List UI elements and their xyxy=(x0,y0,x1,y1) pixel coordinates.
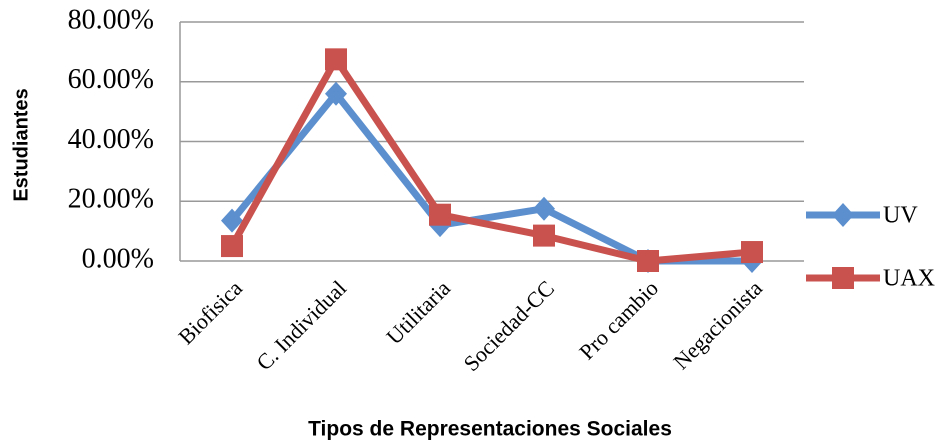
marker xyxy=(533,224,555,247)
marker xyxy=(221,235,243,258)
marker xyxy=(429,203,451,226)
x-tick-label: Pro cambio xyxy=(574,275,663,364)
marker xyxy=(533,196,555,221)
line xyxy=(229,90,752,265)
marker xyxy=(221,208,243,233)
x-tick-label: Negacionista xyxy=(668,275,767,374)
marker xyxy=(325,81,347,106)
marker xyxy=(325,48,347,71)
x-tick-label: Utilitaria xyxy=(381,275,455,349)
x-axis-title: Tipos de Representaciones Sociales xyxy=(308,418,672,441)
y-tick-label: 0.00% xyxy=(82,243,154,274)
line xyxy=(228,55,753,265)
legend-label: UAX xyxy=(883,266,935,292)
x-tick-label: C. Individual xyxy=(251,275,351,375)
marker xyxy=(637,250,659,272)
y-axis-title: Estudiantes xyxy=(10,88,32,201)
y-tick-label: 80.00% xyxy=(68,4,154,35)
legend-label: UV xyxy=(883,203,918,229)
y-tick-label: 40.00% xyxy=(68,124,154,155)
legend-marker xyxy=(832,203,854,227)
y-tick-label: 20.00% xyxy=(68,184,154,215)
marker xyxy=(741,241,763,264)
x-tick-label: Biofisica xyxy=(173,275,247,349)
legend-marker xyxy=(832,267,854,289)
x-tick-label: Sociedad-CC xyxy=(458,275,559,376)
y-tick-label: 60.00% xyxy=(68,64,154,95)
